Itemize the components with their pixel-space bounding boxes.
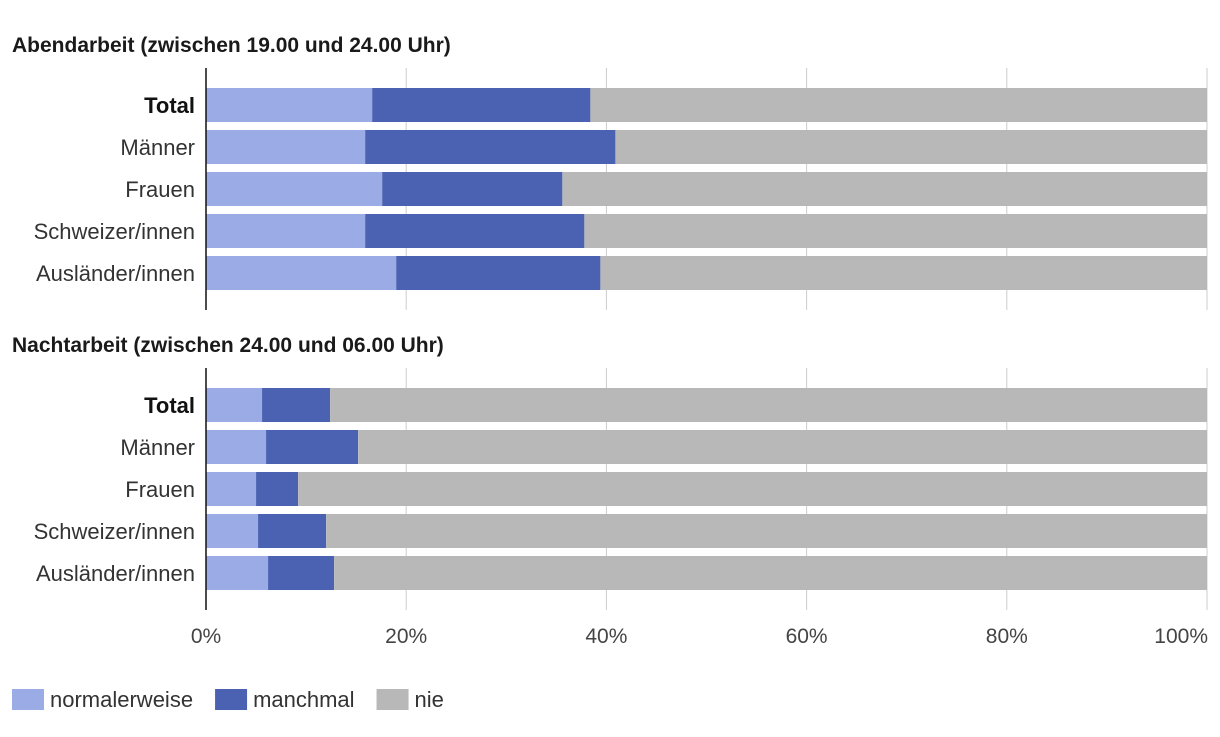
- bar-segment-nie: [600, 256, 1207, 290]
- legend-swatch: [215, 689, 248, 710]
- chart-panels: Abendarbeit (zwischen 19.00 und 24.00 Uh…: [12, 34, 1208, 648]
- category-label: Total: [144, 93, 195, 118]
- bar-segment-nie: [330, 388, 1207, 422]
- bar-segment-normalerweise: [206, 214, 366, 248]
- x-tick-label: 80%: [986, 625, 1028, 648]
- category-label: Ausländer/innen: [36, 561, 195, 586]
- x-tick-label: 0%: [191, 625, 221, 648]
- chart-panel-1: Abendarbeit (zwischen 19.00 und 24.00 Uh…: [12, 34, 1208, 310]
- panel-title: Abendarbeit (zwischen 19.00 und 24.00 Uh…: [12, 34, 451, 57]
- category-label: Ausländer/innen: [36, 261, 195, 286]
- x-tick-label: 40%: [585, 625, 627, 648]
- x-axis-ticks: 0% 20% 40% 60% 80% 100%: [191, 625, 1208, 648]
- category-label: Frauen: [125, 177, 195, 202]
- x-tick-label: 20%: [385, 625, 427, 648]
- bar-segment-nie: [615, 130, 1207, 164]
- bar-segment-normalerweise: [206, 256, 397, 290]
- bar-segment-normalerweise: [206, 88, 373, 122]
- category-label: Männer: [120, 435, 195, 460]
- bar-segment-nie: [562, 172, 1207, 206]
- bar-segment-normalerweise: [206, 514, 259, 548]
- bar-segment-manchmal: [256, 472, 299, 506]
- x-tick-label: 100%: [1154, 625, 1208, 648]
- legend-swatch: [376, 689, 409, 710]
- bar-segment-manchmal: [266, 430, 359, 464]
- legend-swatch: [12, 689, 44, 710]
- bar-segment-nie: [358, 430, 1208, 464]
- x-tick-label: 60%: [786, 625, 828, 648]
- legend-item: nie: [376, 687, 444, 712]
- category-label: Schweizer/innen: [34, 519, 195, 544]
- bar-segment-manchmal: [365, 214, 585, 248]
- bar-segment-nie: [334, 556, 1207, 590]
- bar-segment-nie: [590, 88, 1207, 122]
- chart-legend: normalerweise manchmal nie: [12, 687, 444, 712]
- bar-segment-normalerweise: [206, 556, 269, 590]
- chart-panel-2: Nachtarbeit (zwischen 24.00 und 06.00 Uh…: [12, 334, 1208, 648]
- category-label: Total: [144, 393, 195, 418]
- category-label: Schweizer/innen: [34, 219, 195, 244]
- legend-item: manchmal: [215, 687, 355, 712]
- bar-segment-manchmal: [262, 388, 331, 422]
- legend-label: manchmal: [253, 687, 354, 712]
- bar-segment-normalerweise: [206, 472, 257, 506]
- bars: [206, 388, 1208, 590]
- bar-segment-nie: [584, 214, 1207, 248]
- legend-label: normalerweise: [50, 687, 193, 712]
- panel-title: Nachtarbeit (zwischen 24.00 und 06.00 Uh…: [12, 334, 444, 357]
- bar-segment-normalerweise: [206, 430, 267, 464]
- bar-segment-manchmal: [382, 172, 563, 206]
- bar-segment-normalerweise: [206, 130, 366, 164]
- category-label: Männer: [120, 135, 195, 160]
- bar-segment-normalerweise: [206, 388, 263, 422]
- bar-segment-manchmal: [396, 256, 601, 290]
- legend-item: normalerweise: [12, 687, 193, 712]
- bars: [206, 88, 1207, 290]
- bar-segment-nie: [298, 472, 1207, 506]
- bar-segment-manchmal: [372, 88, 591, 122]
- legend-label: nie: [415, 687, 444, 712]
- bar-segment-manchmal: [268, 556, 335, 590]
- bar-segment-manchmal: [258, 514, 327, 548]
- category-label: Frauen: [125, 477, 195, 502]
- bar-segment-nie: [326, 514, 1207, 548]
- bar-segment-manchmal: [365, 130, 616, 164]
- bar-segment-normalerweise: [206, 172, 383, 206]
